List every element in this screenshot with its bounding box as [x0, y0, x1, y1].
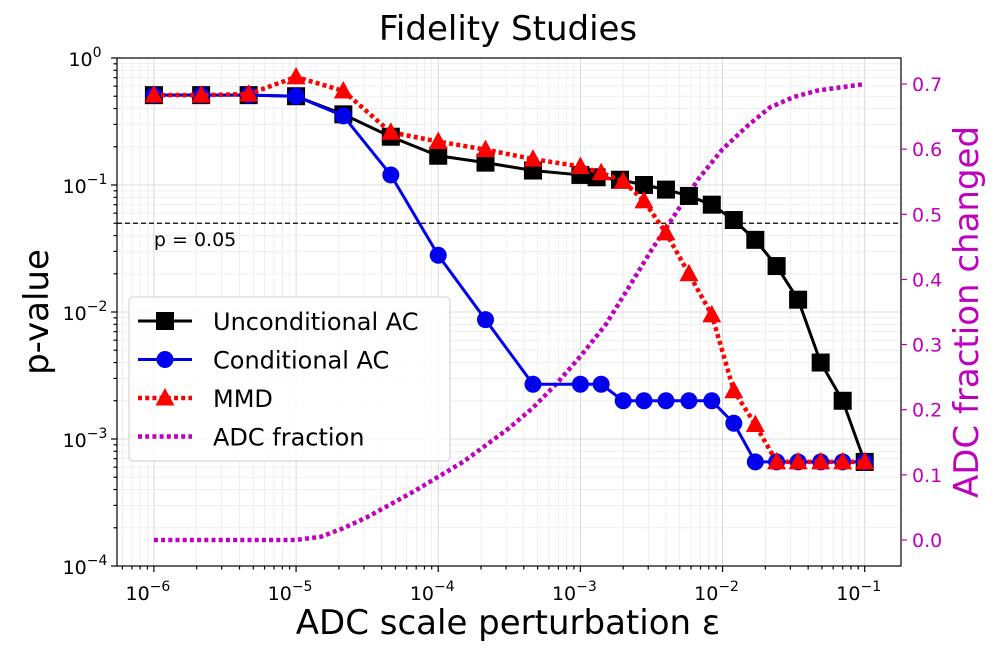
data-point-square: [746, 230, 765, 249]
legend-entry: ADC fraction: [138, 424, 364, 452]
data-point-triangle: [679, 263, 699, 282]
data-point-square: [679, 186, 698, 205]
data-point-triangle: [634, 190, 654, 209]
x-tick-label: 10−5: [268, 579, 313, 605]
data-point-circle: [334, 107, 352, 125]
y2-tick-label: 0.0: [912, 530, 942, 552]
data-point-triangle: [570, 156, 590, 174]
x-tick-label: 10−3: [552, 579, 597, 605]
data-point-circle: [614, 392, 632, 410]
legend-entry: Conditional AC: [138, 347, 389, 375]
y-axis-label: p-value: [17, 249, 57, 375]
series-mmd: [144, 66, 875, 470]
data-point-triangle: [767, 451, 787, 470]
data-point-triangle: [702, 304, 722, 323]
y2-axis-label: ADC fraction changed: [947, 126, 987, 498]
data-point-triangle: [381, 122, 401, 140]
data-point-circle: [592, 375, 610, 393]
legend: Unconditional AC Conditional AC MMD ADC fra…: [128, 296, 451, 462]
data-point-circle: [703, 392, 721, 410]
data-point-triangle: [333, 80, 353, 99]
y-tick-label: 10−3: [63, 426, 108, 452]
y2-tick-label: 0.7: [912, 74, 942, 96]
y2-tick-label: 0.6: [912, 139, 942, 161]
y2-tick-label: 0.2: [912, 400, 942, 422]
data-point-circle: [657, 392, 675, 410]
data-point-square: [702, 195, 721, 214]
reference-line-group: p = 0.05: [117, 222, 901, 251]
y2-tick-label: 0.1: [912, 465, 942, 487]
data-point-triangle: [155, 388, 175, 406]
data-point-square: [789, 290, 808, 309]
data-point-triangle: [656, 222, 676, 241]
reference-line-label: p = 0.05: [154, 229, 236, 251]
data-point-triangle: [144, 85, 164, 103]
series-line: [153, 81, 866, 543]
data-point-triangle: [745, 414, 765, 433]
data-point-square: [767, 257, 786, 276]
y-tick-label: 10−4: [63, 553, 108, 579]
data-point-circle: [571, 375, 589, 393]
x-tick-label: 10−6: [125, 579, 170, 605]
data-point-square: [476, 153, 495, 172]
x-tick-label: 10−4: [410, 579, 455, 605]
legend-entry: Unconditional AC: [138, 308, 419, 336]
data-point-triangle: [428, 131, 448, 150]
data-point-triangle: [239, 84, 259, 102]
y-tick-label: 10−1: [63, 172, 108, 198]
data-point-circle: [725, 414, 743, 432]
legend-label: MMD: [213, 385, 273, 413]
y2-tick-label: 0.3: [912, 335, 942, 357]
data-point-circle: [287, 87, 305, 105]
x-tick-label: 10−1: [836, 579, 881, 605]
y2-tick-label: 0.5: [912, 204, 942, 226]
axes-group: 10−6 10−5 10−4 10−3 10−2 10−1 100 10−1 10−2 10−3 1…: [63, 45, 943, 605]
y2-tick-label: 0.4: [912, 269, 942, 291]
data-point-triangle: [475, 139, 495, 158]
data-point-circle: [382, 166, 400, 184]
legend-label: Conditional AC: [213, 347, 389, 375]
legend-entry: MMD: [138, 385, 273, 413]
data-point-triangle: [788, 451, 808, 470]
data-point-square: [724, 211, 743, 230]
series-adc-fraction: [153, 81, 866, 543]
data-point-circle: [476, 311, 494, 329]
data-point-triangle: [523, 149, 543, 167]
legend-label: ADC fraction: [213, 424, 364, 452]
data-point-triangle: [855, 451, 875, 470]
series-group: [144, 66, 875, 543]
data-point-square: [429, 146, 448, 165]
chart-title: Fidelity Studies: [379, 9, 637, 49]
data-point-triangle: [286, 66, 306, 85]
data-point-square: [634, 176, 653, 194]
data-point-circle: [156, 351, 174, 368]
data-point-circle: [680, 392, 698, 410]
data-point-square: [811, 353, 830, 372]
x-axis-label: ADC scale perturbation ε: [296, 603, 720, 643]
data-point-square: [656, 180, 675, 199]
data-point-triangle: [613, 171, 633, 189]
data-point-triangle: [591, 162, 611, 181]
data-point-triangle: [811, 451, 831, 470]
data-point-triangle: [724, 380, 744, 399]
data-point-square: [156, 312, 174, 330]
x-tick-label: 10−2: [694, 579, 739, 605]
data-point-circle: [429, 246, 447, 264]
y-tick-label: 10−2: [63, 299, 108, 325]
data-point-circle: [746, 453, 764, 471]
data-point-triangle: [191, 85, 211, 103]
y-tick-label: 100: [68, 45, 101, 71]
data-point-triangle: [833, 451, 853, 470]
data-point-circle: [635, 392, 653, 410]
data-point-circle: [524, 375, 542, 393]
legend-label: Unconditional AC: [213, 308, 419, 336]
data-point-square: [833, 391, 852, 410]
legend-box: [128, 296, 451, 462]
